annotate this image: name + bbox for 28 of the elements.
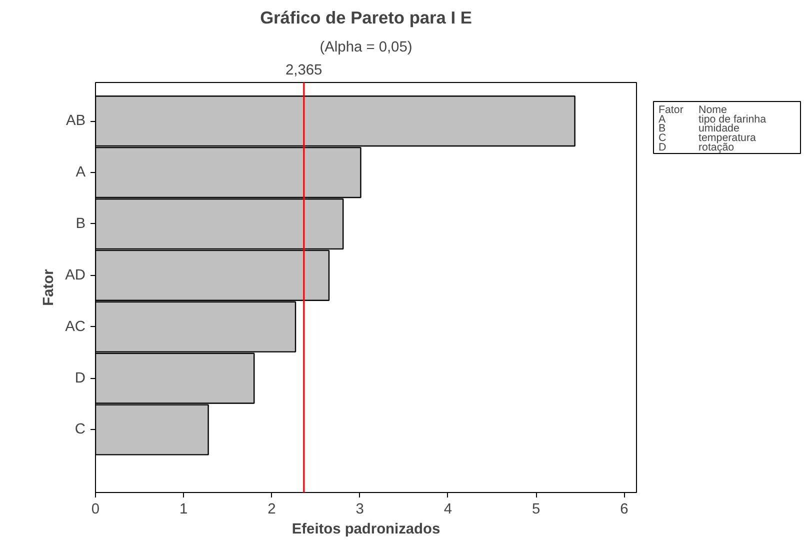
ref-line-label: 2,365 [286, 62, 322, 78]
text: Nome [698, 104, 727, 116]
y-tick-label: D [74, 370, 86, 386]
text: Fator [658, 104, 684, 116]
text: C [658, 132, 666, 144]
text: umidade [698, 122, 740, 135]
x-tick-label: 4 [444, 502, 452, 518]
x-axis-title: Efeitos padronizados [292, 522, 440, 538]
x-tick-label: 3 [356, 502, 364, 518]
x-tick-label: 0 [91, 502, 100, 518]
text: D [658, 142, 666, 154]
y-tick-label: AC [65, 318, 86, 335]
y-tick-label: AD [65, 267, 86, 284]
y-tick-label: A [76, 164, 86, 181]
chart-subtitle: (Alpha = 0,05) [320, 40, 412, 56]
x-tick-label: 6 [620, 502, 628, 518]
text: rotação [698, 142, 734, 154]
x-tick-label: 5 [532, 502, 540, 518]
text: temperatura [698, 132, 756, 144]
y-axis-title: Fator [41, 268, 58, 306]
x-tick-label: 1 [180, 502, 188, 518]
y-tick-label: C [74, 422, 86, 438]
chart-title: Gráfico de Pareto para I E [260, 8, 472, 28]
text: B [658, 122, 666, 135]
x-tick-label: 2 [268, 502, 276, 518]
text: A [658, 113, 666, 126]
y-tick-label: B [76, 216, 86, 232]
y-tick-label: AB [66, 113, 86, 130]
